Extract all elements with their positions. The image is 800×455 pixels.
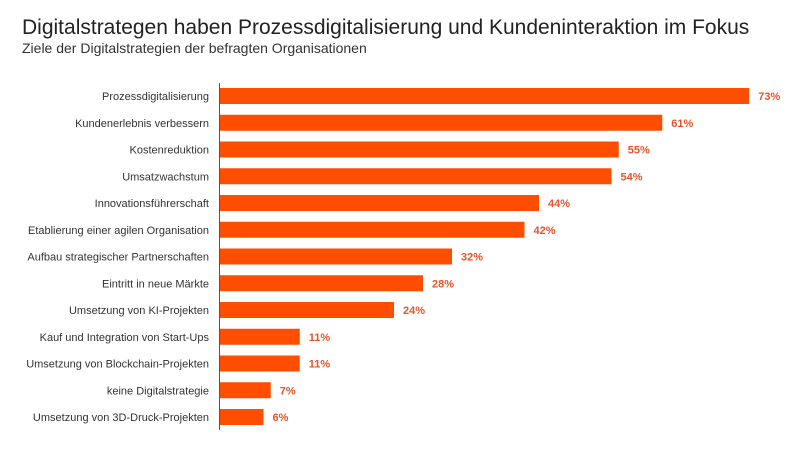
category-label: Innovationsführerschaft: [95, 198, 209, 210]
value-label: 61%: [671, 118, 693, 130]
bar: [220, 302, 394, 318]
value-label: 54%: [621, 171, 643, 183]
value-label: 7%: [280, 385, 296, 397]
category-label: Umsetzung von 3D-Druck-Projekten: [33, 412, 209, 424]
category-label: Umsetzung von Blockchain-Projekten: [26, 359, 209, 371]
chart-title: Digitalstrategen haben Prozessdigitalisi…: [22, 16, 750, 39]
bar: [220, 88, 750, 104]
value-label: 44%: [548, 198, 570, 210]
value-label: 73%: [758, 91, 780, 103]
category-label: Prozessdigitalisierung: [102, 91, 209, 103]
bar: [220, 248, 452, 265]
bar: [220, 275, 423, 292]
category-label: Kundenerlebnis verbessern: [75, 118, 209, 130]
category-label: Kauf und Integration von Start-Ups: [40, 332, 210, 344]
category-label: Kostenreduktion: [130, 145, 210, 157]
category-label: keine Digitalstrategie: [107, 385, 209, 397]
value-label: 55%: [628, 145, 650, 157]
category-label: Eintritt in neue Märkte: [102, 278, 209, 290]
bar: [220, 221, 525, 238]
bar: [220, 409, 264, 425]
category-label: Umsatzwachstum: [122, 171, 209, 183]
value-label: 32%: [461, 252, 483, 264]
value-label: 6%: [273, 412, 289, 424]
bar: [220, 382, 271, 399]
bar: [220, 114, 663, 131]
value-label: 11%: [309, 332, 331, 344]
value-label: 42%: [534, 225, 556, 237]
value-label: 28%: [432, 278, 454, 290]
bar: [220, 355, 300, 372]
bar: [220, 141, 619, 158]
category-label: Umsetzung von KI-Projekten: [69, 305, 209, 317]
value-label: 24%: [403, 305, 425, 317]
bar: [220, 195, 539, 211]
bar: [220, 168, 612, 185]
chart-subtitle: Ziele der Digitalstrategien der befragte…: [22, 40, 367, 56]
category-label: Etablierung einer agilen Organisation: [28, 225, 209, 237]
bar: [220, 328, 300, 345]
category-label: Aufbau strategischer Partnerschaften: [27, 252, 209, 264]
value-label: 11%: [309, 359, 331, 371]
